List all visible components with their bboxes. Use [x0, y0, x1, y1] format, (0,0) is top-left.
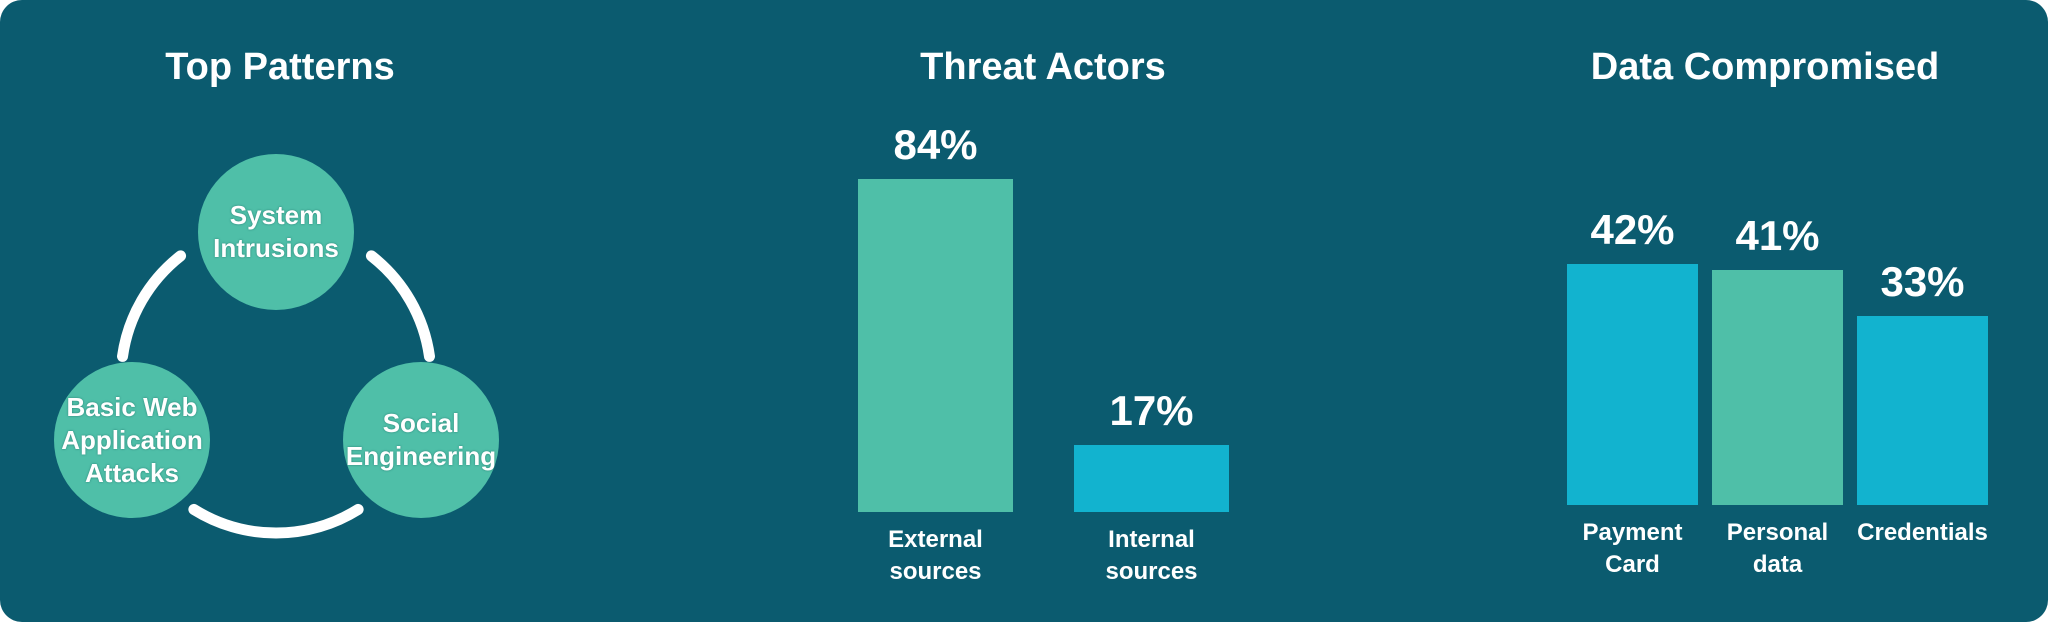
node-label: Social Engineering	[345, 408, 497, 471]
category-label: Payment Card	[1582, 519, 1683, 578]
node-label: Basic Web Application Attacks	[61, 391, 203, 488]
chart-title: Threat Actors	[920, 46, 1166, 88]
bar	[1857, 315, 1988, 505]
category-label: External sources	[888, 526, 983, 585]
bar	[1712, 269, 1843, 505]
ring-arc	[117, 250, 187, 362]
pattern-node: Social Engineering	[343, 362, 499, 518]
category-label: Personal data	[1726, 519, 1829, 578]
ring-arc	[365, 250, 435, 362]
value-label: 17%	[1109, 386, 1194, 434]
value-label: 41%	[1735, 211, 1820, 259]
node-label: System Intrusions	[213, 200, 339, 263]
chart-title: Data Compromised	[1590, 46, 1940, 88]
bar	[1567, 264, 1698, 505]
pattern-node: System Intrusions	[198, 154, 354, 310]
bar	[858, 179, 1013, 512]
panel-title: Top Patterns	[165, 46, 395, 88]
bar	[1074, 444, 1229, 512]
category-label: Credentials	[1857, 519, 1988, 546]
value-label: 33%	[1880, 257, 1965, 305]
category-label: Internal sources	[1105, 526, 1198, 585]
ring-arc	[188, 503, 364, 539]
pattern-node: Basic Web Application Attacks	[54, 362, 210, 518]
value-label: 42%	[1590, 206, 1675, 253]
value-label: 84%	[893, 121, 978, 168]
